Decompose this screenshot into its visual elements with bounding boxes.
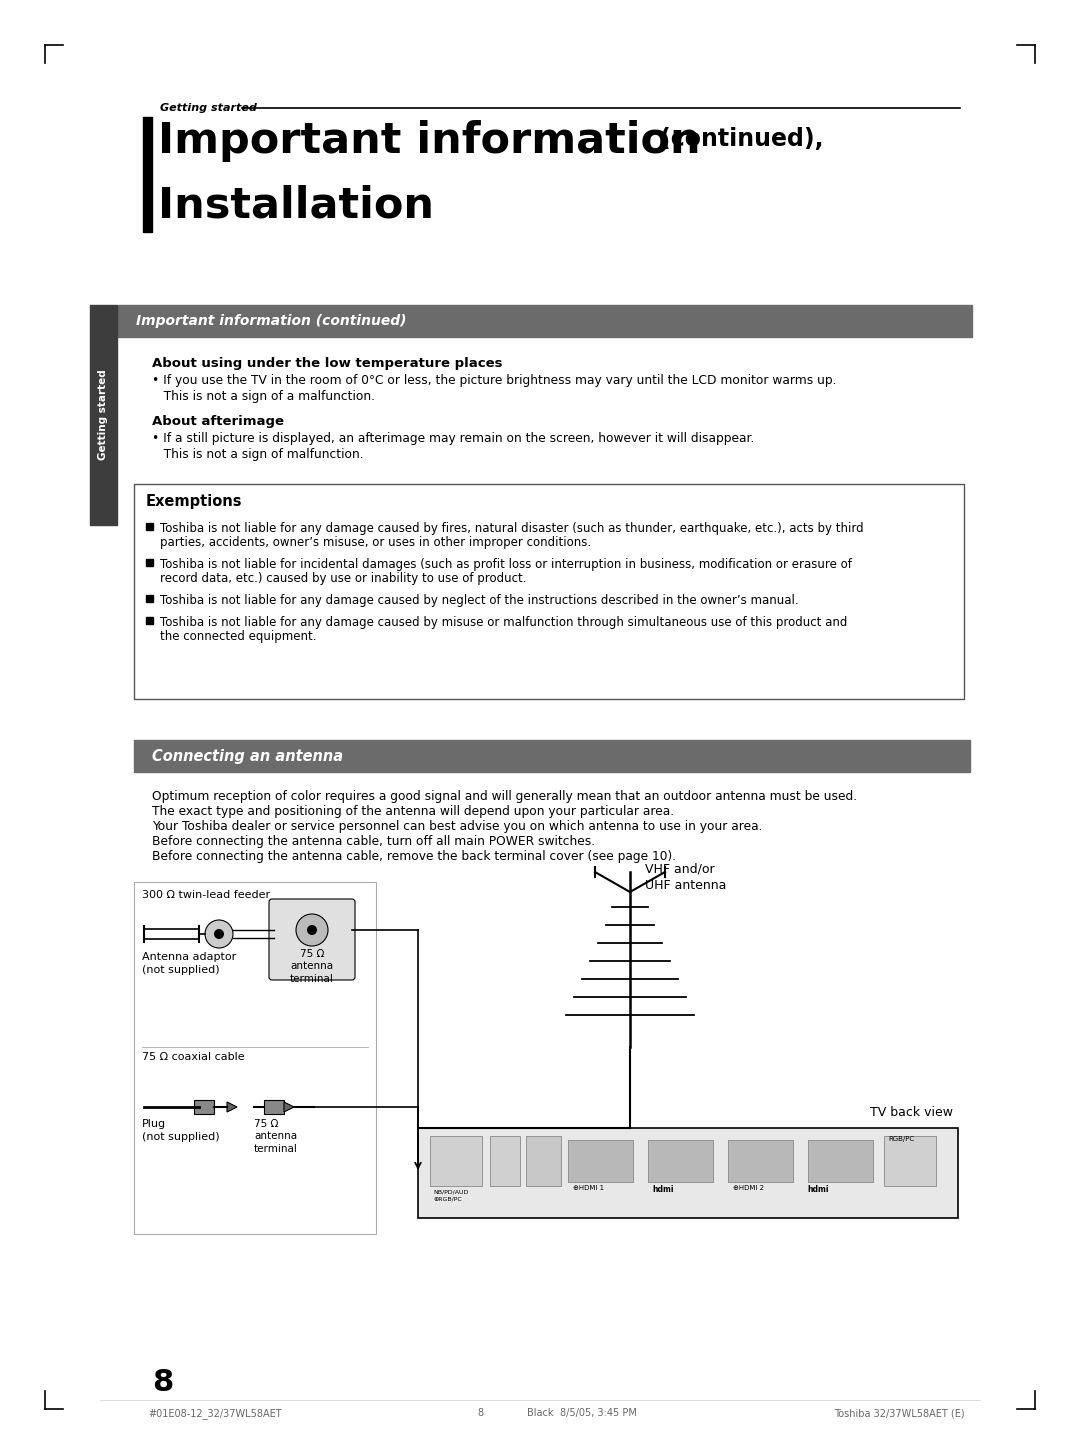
Text: About afterimage: About afterimage [152,414,284,427]
Bar [728,1140,793,1182]
Text: ⊕HDMI 1: ⊕HDMI 1 [573,1185,604,1191]
Text: • If you use the TV in the room of 0°C or less, the picture brightness may vary : • If you use the TV in the room of 0°C o… [152,374,837,387]
Text: Toshiba is not liable for any damage caused by misuse or malfunction through sim: Toshiba is not liable for any damage cau… [160,616,848,630]
Bar [90,305,117,525]
Bar [118,305,972,337]
Text: parties, accidents, owner’s misuse, or uses in other improper conditions.: parties, accidents, owner’s misuse, or u… [160,537,591,550]
Text: Connecting an antenna: Connecting an antenna [152,749,343,763]
Bar [146,616,153,624]
Bar [134,883,376,1234]
Bar [526,1136,561,1186]
Bar [808,1140,873,1182]
Text: 75 Ω coaxial cable: 75 Ω coaxial cable [141,1053,245,1061]
Text: Optimum reception of color requires a good signal and will generally mean that a: Optimum reception of color requires a go… [152,790,858,803]
Text: Toshiba is not liable for incidental damages (such as profit loss or interruptio: Toshiba is not liable for incidental dam… [160,558,852,571]
Text: the connected equipment.: the connected equipment. [160,630,316,643]
Circle shape [307,925,318,935]
Text: 8: 8 [477,1407,483,1418]
Bar [885,1136,936,1186]
Text: RGB/PC: RGB/PC [888,1136,914,1141]
Text: ⊕HDMI 2: ⊕HDMI 2 [733,1185,764,1191]
Text: TV back view: TV back view [870,1106,953,1120]
Circle shape [296,915,328,947]
Text: hdmi: hdmi [652,1185,674,1194]
Text: NB/PD/AUD
⊕RGB/PC: NB/PD/AUD ⊕RGB/PC [433,1189,469,1201]
Bar [134,740,970,772]
Text: Toshiba 32/37WL58AET (E): Toshiba 32/37WL58AET (E) [835,1407,966,1418]
Bar [490,1136,519,1186]
Text: record data, etc.) caused by use or inability to use of product.: record data, etc.) caused by use or inab… [160,571,527,585]
Text: 75 Ω
antenna
terminal: 75 Ω antenna terminal [291,949,334,984]
Circle shape [205,920,233,948]
Bar [146,558,153,566]
Text: Antenna adaptor
(not supplied): Antenna adaptor (not supplied) [141,952,237,976]
Text: Installation: Installation [158,185,434,227]
Text: Toshiba is not liable for any damage caused by fires, natural disaster (such as : Toshiba is not liable for any damage cau… [160,522,864,535]
Text: 75 Ω
antenna
terminal: 75 Ω antenna terminal [254,1120,298,1154]
Text: Getting started: Getting started [160,103,257,113]
Bar [568,1140,633,1182]
Text: Important information (continued): Important information (continued) [136,314,406,329]
Text: This is not a sign of malfunction.: This is not a sign of malfunction. [152,448,364,461]
Bar [418,1128,958,1218]
Text: Your Toshiba dealer or service personnel can best advise you on which antenna to: Your Toshiba dealer or service personnel… [152,820,762,833]
Text: 8/5/05, 3:45 PM: 8/5/05, 3:45 PM [561,1407,637,1418]
Text: This is not a sign of a malfunction.: This is not a sign of a malfunction. [152,390,375,403]
Bar [143,116,152,233]
Text: • If a still picture is displayed, an afterimage may remain on the screen, howev: • If a still picture is displayed, an af… [152,432,754,445]
Text: 300 Ω twin-lead feeder: 300 Ω twin-lead feeder [141,890,270,900]
Bar [146,523,153,531]
Text: About using under the low temperature places: About using under the low temperature pl… [152,358,502,369]
Text: Before connecting the antenna cable, remove the back terminal cover (see page 10: Before connecting the antenna cable, rem… [152,851,676,864]
Circle shape [214,929,224,939]
Text: (continued),: (continued), [660,126,824,151]
Polygon shape [284,1102,294,1112]
Text: Before connecting the antenna cable, turn off all main POWER switches.: Before connecting the antenna cable, tur… [152,835,595,848]
Text: #01E08-12_32/37WL58AET: #01E08-12_32/37WL58AET [148,1407,282,1419]
Text: VHF and/or
UHF antenna: VHF and/or UHF antenna [645,862,727,891]
Polygon shape [227,1102,237,1112]
Bar [146,595,153,602]
FancyBboxPatch shape [269,899,355,980]
Bar [194,1101,214,1114]
Text: Plug
(not supplied): Plug (not supplied) [141,1120,219,1143]
Text: Toshiba is not liable for any damage caused by neglect of the instructions descr: Toshiba is not liable for any damage cau… [160,595,798,606]
Bar [648,1140,713,1182]
Text: Exemptions: Exemptions [146,494,243,509]
Text: The exact type and positioning of the antenna will depend upon your particular a: The exact type and positioning of the an… [152,806,674,819]
Bar [264,1101,284,1114]
Text: Important information: Important information [158,121,701,161]
Text: Getting started: Getting started [98,369,108,461]
Text: 8: 8 [152,1368,173,1397]
Bar [134,484,964,699]
Text: Black: Black [527,1407,553,1418]
Text: hdmi: hdmi [807,1185,828,1194]
Bar [430,1136,482,1186]
